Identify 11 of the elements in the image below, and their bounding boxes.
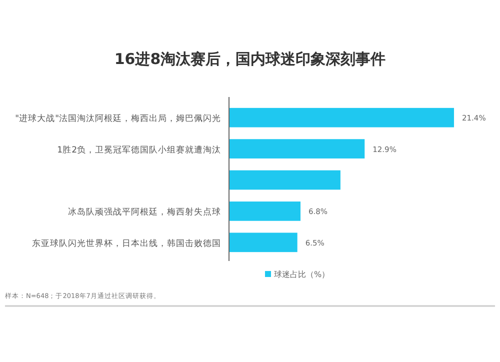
y-tick-label: 1胜2负，卫冕冠军德国队小组赛就遭淘汰 (57, 144, 221, 156)
bar (229, 108, 454, 128)
bar (229, 202, 300, 221)
bar (229, 170, 340, 190)
legend: 球迷占比（%） (265, 270, 330, 279)
y-tick-label: 冰岛队顽强战平阿根廷，梅西射失点球 (68, 206, 221, 218)
y-tick-label: "进球大战"法国淘汰阿根廷，梅西出局，姆巴佩闪光 (15, 113, 221, 124)
bar (229, 232, 298, 252)
chart-title: 16进8淘汰赛后，国内球迷印象深刻事件 (114, 50, 386, 68)
y-tick-label: 东亚球队闪光世界杯，日本出线，韩国击败德国 (32, 238, 221, 249)
bar (229, 139, 365, 158)
